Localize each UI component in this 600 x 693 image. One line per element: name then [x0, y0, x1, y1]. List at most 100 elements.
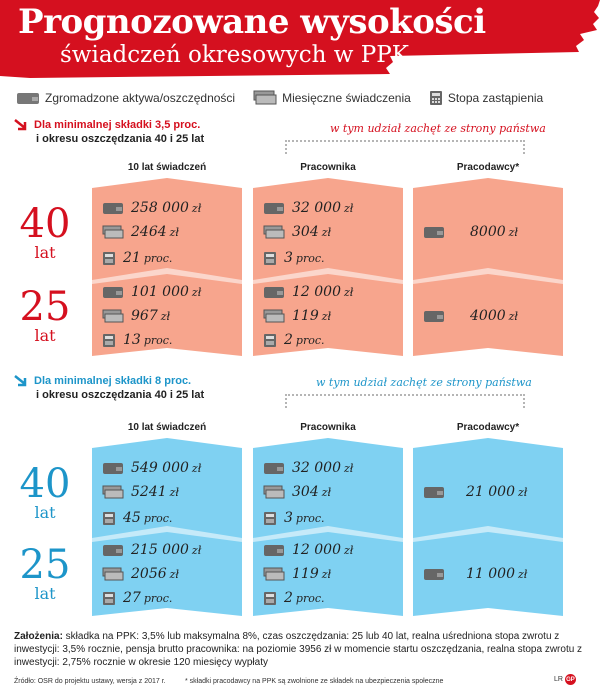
unit: zł	[321, 567, 332, 581]
panel-bg	[253, 438, 403, 616]
calculator-icon	[263, 251, 277, 266]
value: 32 000	[292, 200, 341, 216]
unit: proc.	[295, 333, 325, 347]
wallet-icon	[263, 462, 285, 475]
value: 304	[292, 484, 319, 500]
column-header-employee-blue: Pracownika	[300, 422, 356, 433]
panel-benefits-red: 258 000 zł 2464 zł 21 proc. 101 000 zł 967 zł…	[92, 178, 242, 356]
value: 12 000	[292, 542, 341, 558]
row-savings-25: 4000 zł	[423, 308, 518, 324]
legend-label-savings: Zgromadzone aktywa/oszczędności	[45, 91, 236, 105]
legend-label-monthly: Miesięczne świadczenia	[282, 91, 411, 105]
author-initials: LR	[554, 676, 563, 683]
year-unit: lat	[34, 326, 56, 345]
unit: proc.	[143, 591, 173, 605]
row-savings-40: 8000 zł	[423, 224, 518, 240]
scenario-header-blue: Dla minimalnej składki 8 proc. i okresu …	[14, 374, 204, 402]
calculator-icon	[102, 591, 116, 606]
year-number: 25	[19, 284, 71, 330]
scenario-blue-line1: Dla minimalnej składki 8 proc.	[34, 375, 192, 387]
panel-bg	[413, 438, 563, 616]
wallet-icon	[102, 286, 124, 299]
banknotes-icon	[102, 309, 124, 324]
panel-employee-red: 32 000 zł 304 zł 3 proc. 12 000 zł 119 zł 2 pr…	[253, 178, 403, 356]
arrow-down-right-icon	[14, 375, 27, 387]
row-savings-40: 258 000 zł	[102, 200, 201, 216]
unit: zł	[321, 225, 332, 239]
calculator-icon	[102, 251, 116, 266]
unit: proc.	[143, 511, 173, 525]
calculator-icon	[263, 333, 277, 348]
wallet-icon	[423, 226, 445, 239]
panel-benefits-blue: 549 000 zł 5241 zł 45 proc. 215 000 zł 2056 z…	[92, 438, 242, 616]
row-savings-40: 549 000 zł	[102, 460, 201, 476]
unit: zł	[518, 485, 528, 499]
unit: zł	[169, 567, 180, 581]
row-monthly-25: 119 zł	[263, 566, 331, 582]
assumptions-text: składka na PPK: 3,5% lub maksymalna 8%, …	[14, 631, 583, 668]
value: 119	[292, 566, 319, 582]
row-monthly-25: 119 zł	[263, 308, 331, 324]
unit: zł	[508, 225, 519, 239]
wallet-icon	[263, 202, 285, 215]
unit: proc.	[143, 251, 173, 265]
legend-item-monthly: Miesięczne świadczenia	[253, 90, 411, 106]
year-unit: lat	[34, 503, 56, 522]
row-savings-25: 215 000 zł	[102, 542, 201, 558]
row-monthly-25: 2056 zł	[102, 566, 179, 582]
row-rate-25: 2 proc.	[263, 590, 325, 606]
year-number: 25	[19, 542, 71, 588]
value: 2464	[131, 224, 167, 240]
legend-item-rate: Stopa zastąpienia	[429, 90, 543, 106]
row-savings-25: 101 000 zł	[102, 284, 201, 300]
wallet-icon	[102, 462, 124, 475]
value: 32 000	[292, 460, 341, 476]
column-header-benefits-red: 10 lat świadczeń	[127, 162, 207, 173]
row-rate-40: 3 proc.	[263, 250, 325, 266]
unit: zł	[321, 309, 332, 323]
unit: zł	[518, 567, 528, 581]
year-unit: lat	[34, 243, 56, 262]
value: 13	[123, 332, 141, 348]
legend-label-rate: Stopa zastąpienia	[447, 91, 544, 105]
year-number: 40	[19, 461, 71, 507]
value: 21 000	[466, 484, 515, 500]
panel-bg	[92, 178, 242, 356]
wallet-icon	[423, 310, 445, 323]
row-savings-25: 12 000 zł	[263, 284, 353, 300]
included-note-blue: w tym udział zachęt ze strony państwa	[316, 376, 532, 389]
arrow-down-right-icon	[14, 119, 27, 131]
unit: zł	[344, 461, 354, 475]
banknotes-icon	[102, 567, 124, 582]
panel-bg	[413, 178, 563, 356]
value: 3	[284, 510, 293, 526]
row-rate-40: 21 proc.	[102, 250, 172, 266]
unit: zł	[321, 485, 332, 499]
value: 549 000	[131, 460, 189, 476]
row-savings-25: 12 000 zł	[263, 542, 353, 558]
credit: LR GP	[554, 674, 576, 685]
value: 2	[284, 332, 293, 348]
column-header-employer-blue: Pracodawcy*	[456, 422, 520, 433]
banknotes-icon	[263, 567, 285, 582]
column-header-employer-red: Pracodawcy*	[456, 162, 520, 173]
scenario-red-line1: Dla minimalnej składki 3,5 proc.	[34, 119, 201, 131]
year-label-40-red: 40 lat	[10, 204, 80, 262]
column-header-benefits-blue: 10 lat świadczeń	[127, 422, 207, 433]
year-label-25-red: 25 lat	[10, 287, 80, 345]
value: 258 000	[131, 200, 189, 216]
unit: proc.	[295, 591, 325, 605]
row-rate-40: 45 proc.	[102, 510, 172, 526]
bracket-dots-red	[285, 140, 525, 154]
wallet-icon	[17, 93, 39, 104]
value: 45	[123, 510, 141, 526]
column-header-employee-red: Pracownika	[300, 162, 356, 173]
wallet-icon	[102, 544, 124, 557]
publisher-logo-icon: GP	[564, 674, 576, 685]
unit: zł	[344, 543, 354, 557]
scenario-red-line2: i okresu oszczędzania 40 i 25 lat	[36, 133, 205, 145]
row-rate-25: 27 proc.	[102, 590, 172, 606]
value: 8000	[470, 224, 506, 240]
wallet-icon	[263, 544, 285, 557]
calculator-icon	[102, 333, 116, 348]
